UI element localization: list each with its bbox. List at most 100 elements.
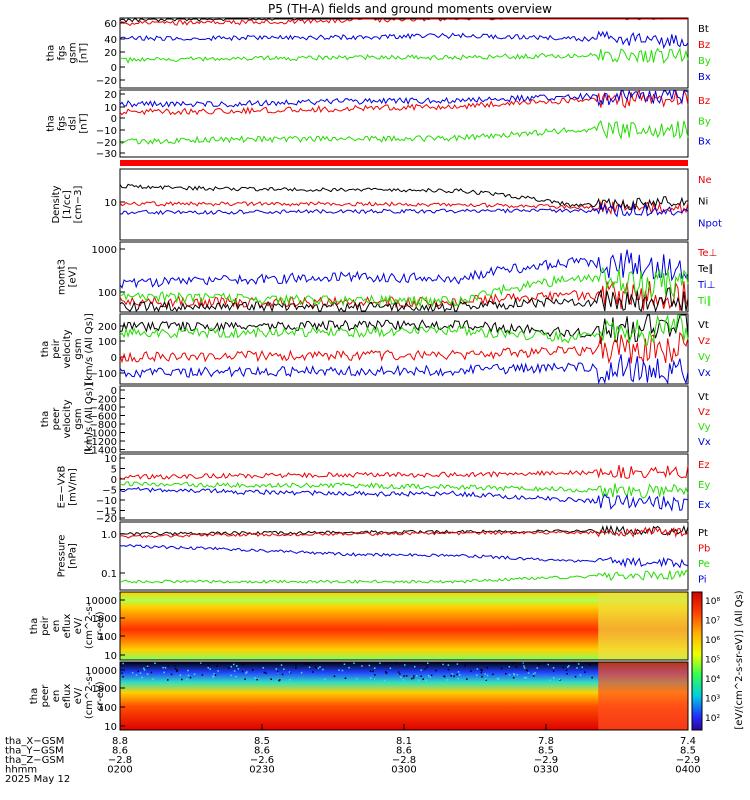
peer-flux-noise-pixel — [516, 674, 519, 676]
peer-flux-noise-pixel — [338, 669, 340, 672]
peer-flux-noise-pixel — [170, 673, 173, 676]
peer-flux-noise-pixel — [179, 674, 182, 677]
y-tick-label: 100 — [98, 632, 117, 643]
peer-flux-noise-pixel — [214, 674, 217, 676]
temp-frame — [119, 241, 689, 313]
peer-flux-noise-pixel — [558, 678, 561, 681]
peer-flux-noise-pixel — [523, 676, 526, 679]
peer-flux-noise-pixel — [212, 675, 215, 677]
pressure-ylabel: Pressure[nPa] — [57, 535, 79, 578]
peer-flux-noise-pixel — [584, 671, 586, 673]
date-label: 2025 May 12 — [5, 774, 70, 785]
fgs_dsl-ylabel: thafgsdsl[nT] — [46, 113, 90, 133]
peer-flux-noise-pixel — [201, 674, 204, 676]
peer-flux-noise-pixel — [508, 674, 511, 676]
series-fgs_dsl-Bz — [119, 89, 689, 116]
peer-flux-noise-pixel — [207, 664, 210, 667]
panel-peir_flux: thapeirenefluxeV/(cm^2-s-sr-eV)100001000… — [29, 591, 689, 662]
peer-flux-noise-pixel — [441, 664, 443, 666]
peer-flux-noise-pixel — [173, 665, 176, 667]
peer-flux-noise-pixel — [368, 664, 371, 667]
peer-flux-noise-pixel — [263, 671, 266, 674]
y-tick-label: 100 — [98, 288, 117, 299]
ylabel-line: fgs — [57, 116, 68, 131]
ylabel-line: [eV] — [68, 267, 79, 288]
ylabel-line: en — [51, 690, 62, 703]
peer-flux-noise-pixel — [304, 663, 307, 665]
xaxis-value: 8.8 — [112, 736, 128, 747]
peer-flux-noise-pixel — [193, 673, 196, 675]
efield-ylabel: E=−VxB[mV/m] — [57, 466, 79, 509]
peer-flux-noise-pixel — [426, 666, 428, 668]
ylabel-line: [mV/m] — [68, 468, 79, 506]
xaxis-value: 8.6 — [254, 746, 270, 757]
peer-flux-noise-pixel — [333, 675, 336, 678]
ylabel-line: peir — [40, 615, 51, 635]
panel-peir_vel: thapeirvelocitygsm[km/s (All Qs)] 200 100 0… — [40, 313, 711, 385]
peer-flux-noise-pixel — [484, 673, 486, 675]
xaxis-row-label: tha_Z−GSM — [5, 755, 64, 766]
peer-flux-noise-pixel — [552, 667, 555, 669]
peer-flux-noise-pixel — [131, 672, 134, 674]
peer-flux-noise-pixel — [450, 674, 452, 677]
peer-flux-noise-pixel — [538, 663, 541, 666]
colorbar-tick: 10³ — [705, 695, 720, 705]
legend-Pe: Pe — [698, 559, 710, 570]
peer-flux-noise-pixel — [280, 664, 283, 666]
peer-flux-noise-pixel — [552, 670, 555, 672]
xaxis-value: 0300 — [391, 765, 416, 776]
peer-flux-noise-pixel — [324, 678, 326, 681]
peer-flux-noise-pixel — [436, 662, 439, 664]
ylabel-line: peer — [40, 684, 51, 708]
peer-flux-noise-pixel — [265, 672, 267, 674]
peer-flux-noise-pixel — [525, 677, 527, 679]
peer-flux-noise-pixel — [143, 669, 146, 671]
y-tick-label: 10 — [104, 722, 117, 733]
peer-flux-noise-pixel — [314, 666, 317, 669]
peer-flux-noise-pixel — [341, 669, 344, 672]
peer-flux-noise-pixel — [413, 665, 416, 668]
y-tick-label: 1000 — [92, 684, 117, 695]
peer-flux-noise-pixel — [500, 667, 503, 670]
series-fgs_dsl-Bx — [119, 89, 689, 108]
legend-Vt: Vt — [698, 320, 709, 331]
peer-flux-noise-pixel — [480, 668, 482, 671]
xaxis-value: 7.4 — [680, 736, 696, 747]
ylabel-line: [km/s (All Qs)] — [84, 313, 95, 385]
ylabel-line: [km/s (All Qs)] — [84, 383, 95, 455]
ylabel-line: [nT] — [79, 43, 90, 63]
peer-flux-noise-pixel — [565, 669, 568, 672]
peer-flux-noise-pixel — [451, 673, 454, 675]
peer-flux-noise-pixel — [512, 677, 515, 679]
peer-flux-noise-pixel — [424, 668, 426, 670]
peer-flux-noise-pixel — [209, 668, 211, 670]
peer-flux-noise-pixel — [383, 679, 386, 682]
peer-flux-noise-pixel — [141, 676, 143, 679]
y-tick-label: −10 — [96, 126, 117, 137]
peer-flux-noise-pixel — [213, 673, 215, 675]
xaxis-value: 0230 — [249, 765, 274, 776]
ylabel-line: peer — [51, 407, 62, 431]
quality-flag-bar — [120, 160, 688, 166]
y-tick-label: 10000 — [85, 596, 117, 607]
peer-flux-noise-pixel — [457, 677, 459, 680]
peer-flux-noise-pixel — [186, 678, 188, 681]
peer-flux-noise-pixel — [176, 670, 178, 673]
peer-flux-noise-pixel — [122, 662, 124, 665]
peer-flux-noise-pixel — [152, 678, 154, 680]
peer-flux-noise-pixel — [135, 674, 138, 676]
legend-Bx: Bx — [698, 137, 711, 148]
peer-flux-noise-pixel — [369, 677, 372, 679]
series-temp-Te⊥ — [119, 280, 689, 311]
peir_flux-spectrogram — [120, 592, 688, 660]
peer-flux-noise-pixel — [295, 664, 297, 666]
peer-flux-noise-pixel — [262, 667, 264, 669]
y-tick-label: 1000 — [92, 245, 117, 256]
peer-flux-noise-pixel — [430, 674, 433, 677]
legend-Bz: Bz — [698, 40, 710, 51]
peer-flux-noise-pixel — [256, 677, 259, 680]
peer-flux-noise-pixel — [456, 673, 458, 676]
xaxis-value: −2.6 — [250, 755, 274, 766]
ylabel-line: momt3 — [57, 259, 68, 295]
xaxis-value: 0200 — [107, 765, 132, 776]
